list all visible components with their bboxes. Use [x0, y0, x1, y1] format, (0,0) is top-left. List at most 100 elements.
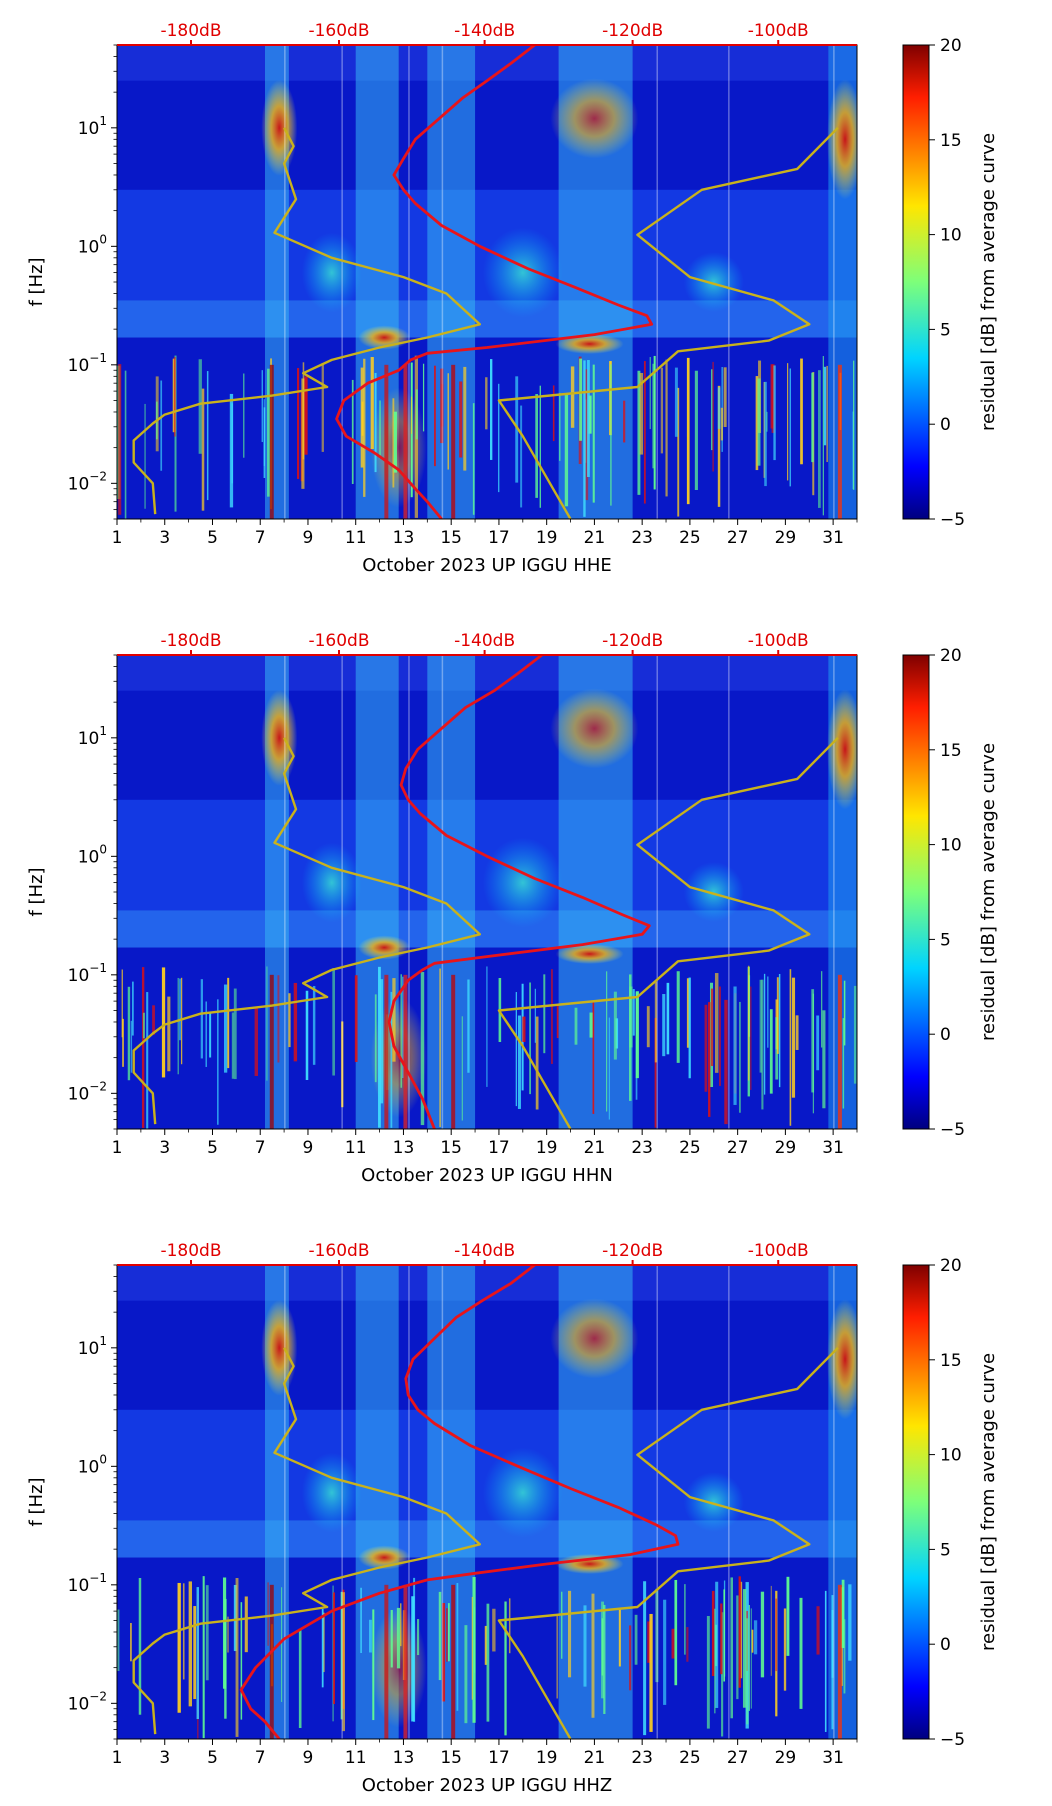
- x-tick-label: 27: [727, 528, 749, 548]
- reference-curve-yellow-1: [132, 127, 481, 515]
- x-tick-label: 11: [345, 1138, 367, 1158]
- top-db-tick-label: -160dB: [308, 21, 369, 41]
- top-db-tick-label: -120dB: [602, 21, 663, 41]
- top-db-tick-label: -180dB: [160, 1241, 221, 1261]
- top-db-tick-label: -140dB: [454, 631, 515, 651]
- y-tick-label: 10−2: [68, 1689, 107, 1714]
- x-tick-label: 21: [584, 528, 606, 548]
- colorbar-tick-label: 5: [940, 930, 951, 950]
- reference-curve-yellow-2: [497, 126, 839, 519]
- colorbar-tick-label: −5: [940, 1730, 965, 1750]
- reference-curve-yellow-1: [132, 1347, 481, 1735]
- reference-curve-red: [239, 1265, 680, 1739]
- reference-curve-yellow-2: [497, 736, 839, 1129]
- x-tick-label: 31: [822, 1138, 844, 1158]
- top-db-tick-label: -180dB: [160, 21, 221, 41]
- x-tick-label: 1: [112, 1748, 123, 1768]
- top-db-tick-label: -120dB: [602, 631, 663, 651]
- top-db-tick-label: -160dB: [308, 1241, 369, 1261]
- heatmap-area: [117, 1265, 857, 1739]
- colorbar: [902, 1264, 930, 1740]
- x-axis-label: October 2023 UP IGGU HHZ: [362, 1775, 613, 1796]
- colorbar-tick-label: 0: [940, 1635, 951, 1655]
- x-tick-label: 27: [727, 1138, 749, 1158]
- y-tick-label: 100: [78, 1452, 107, 1477]
- colorbar-tick-label: 15: [940, 131, 962, 151]
- colorbar-tick-label: 10: [940, 836, 962, 856]
- top-db-tick-label: -100dB: [748, 1241, 809, 1261]
- x-tick-label: 23: [631, 1748, 653, 1768]
- x-tick-label: 29: [775, 528, 797, 548]
- y-axis-label: f [Hz]: [26, 257, 47, 306]
- heatmap-area: [117, 655, 857, 1129]
- top-db-tick-label: -180dB: [160, 631, 221, 651]
- x-tick-label: 17: [488, 1748, 510, 1768]
- reference-curve-red: [387, 655, 651, 1129]
- x-tick-label: 15: [440, 1748, 462, 1768]
- y-tick-label: 10−2: [68, 1079, 107, 1104]
- x-tick-label: 9: [303, 1138, 314, 1158]
- x-tick-label: 31: [822, 528, 844, 548]
- colorbar-tick-label: 5: [940, 1540, 951, 1560]
- y-tick-label: 101: [78, 1334, 107, 1359]
- top-db-tick-label: -100dB: [748, 21, 809, 41]
- colorbar-label: residual [dB] from average curve: [978, 1353, 999, 1651]
- x-tick-label: 5: [207, 1138, 218, 1158]
- colorbar-tick-label: −5: [940, 510, 965, 530]
- reference-curve-yellow-1: [132, 737, 481, 1125]
- colorbar-label: residual [dB] from average curve: [978, 743, 999, 1041]
- x-tick-label: 19: [536, 1138, 558, 1158]
- x-tick-label: 21: [584, 1748, 606, 1768]
- colorbar: [902, 654, 930, 1130]
- x-tick-label: 15: [440, 1138, 462, 1158]
- reference-curve-red: [335, 45, 654, 519]
- y-tick-label: 10−1: [68, 1571, 107, 1596]
- x-tick-label: 5: [207, 528, 218, 548]
- x-tick-label: 9: [303, 528, 314, 548]
- x-tick-label: 21: [584, 1138, 606, 1158]
- y-axis-label: f [Hz]: [26, 867, 47, 916]
- colorbar-tick-label: 0: [940, 1025, 951, 1045]
- colorbar-tick-label: −5: [940, 1120, 965, 1140]
- x-axis-label: October 2023 UP IGGU HHE: [362, 555, 612, 576]
- reference-curve-yellow-2: [497, 1346, 839, 1739]
- x-tick-label: 11: [345, 1748, 367, 1768]
- y-tick-label: 101: [78, 114, 107, 139]
- x-tick-label: 25: [679, 1748, 701, 1768]
- y-tick-label: 10−2: [68, 469, 107, 494]
- top-db-tick-label: -140dB: [454, 21, 515, 41]
- x-tick-label: 9: [303, 1748, 314, 1768]
- y-axis-label: f [Hz]: [26, 1477, 47, 1526]
- y-tick-label: 101: [78, 724, 107, 749]
- x-tick-label: 19: [536, 1748, 558, 1768]
- x-tick-label: 3: [159, 528, 170, 548]
- x-tick-label: 7: [255, 528, 266, 548]
- colorbar-tick-label: 20: [940, 1256, 962, 1276]
- heatmap-area: [117, 45, 857, 519]
- y-tick-label: 10−1: [68, 961, 107, 986]
- x-tick-label: 31: [822, 1748, 844, 1768]
- colorbar-tick-label: 20: [940, 36, 962, 56]
- x-tick-label: 29: [775, 1138, 797, 1158]
- y-tick-label: 100: [78, 842, 107, 867]
- colorbar-tick-label: 20: [940, 646, 962, 666]
- top-db-tick-label: -100dB: [748, 631, 809, 651]
- x-tick-label: 23: [631, 528, 653, 548]
- colorbar-label: residual [dB] from average curve: [978, 133, 999, 431]
- x-tick-label: 13: [393, 1138, 415, 1158]
- x-tick-label: 7: [255, 1748, 266, 1768]
- x-tick-label: 11: [345, 528, 367, 548]
- x-tick-label: 15: [440, 528, 462, 548]
- x-tick-label: 1: [112, 1138, 123, 1158]
- top-db-tick-label: -140dB: [454, 1241, 515, 1261]
- colorbar-tick-label: 15: [940, 741, 962, 761]
- x-tick-label: 13: [393, 1748, 415, 1768]
- x-tick-label: 23: [631, 1138, 653, 1158]
- top-db-tick-label: -120dB: [602, 1241, 663, 1261]
- x-tick-label: 17: [488, 528, 510, 548]
- y-tick-label: 100: [78, 232, 107, 257]
- y-tick-label: 10−1: [68, 351, 107, 376]
